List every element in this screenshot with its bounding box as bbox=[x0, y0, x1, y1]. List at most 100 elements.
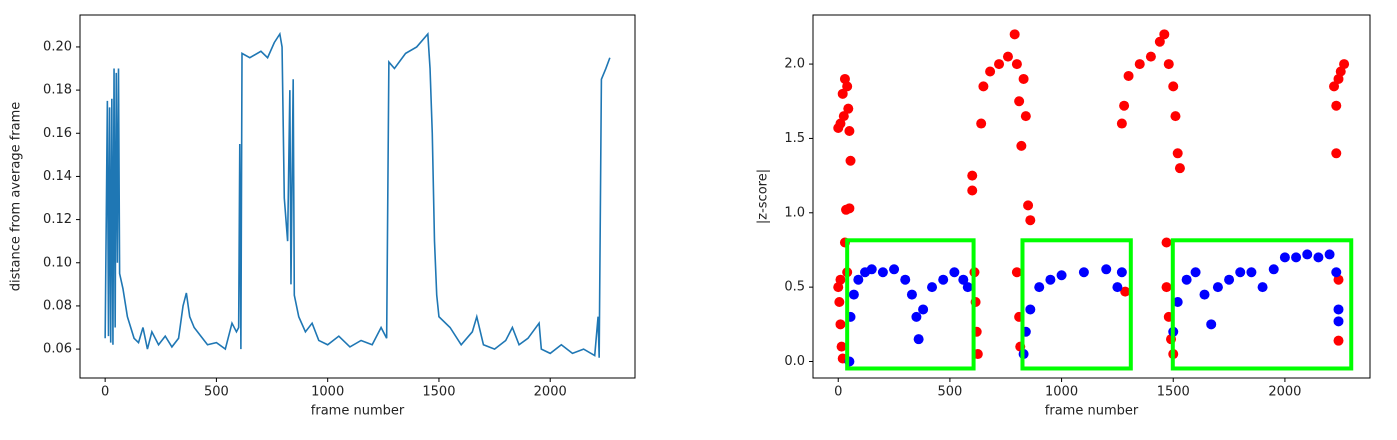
point bbox=[1174, 163, 1185, 174]
point bbox=[1206, 319, 1217, 330]
y-tick-label: 0.16 bbox=[43, 126, 72, 141]
y-tick-label: 0.12 bbox=[43, 212, 72, 227]
y-tick-label: 0.20 bbox=[43, 39, 72, 54]
point bbox=[1279, 252, 1290, 263]
point bbox=[1224, 274, 1235, 285]
point bbox=[1199, 289, 1210, 300]
point bbox=[1159, 29, 1170, 40]
point bbox=[976, 118, 987, 129]
point bbox=[1034, 282, 1045, 293]
point bbox=[1161, 282, 1172, 293]
point bbox=[1302, 249, 1313, 260]
point bbox=[1331, 100, 1342, 111]
line bbox=[104, 31, 611, 358]
point bbox=[962, 282, 973, 293]
axes-frame bbox=[79, 14, 636, 379]
point bbox=[958, 274, 969, 285]
point bbox=[938, 274, 949, 285]
point bbox=[1313, 252, 1324, 263]
point bbox=[1324, 249, 1335, 260]
point bbox=[1168, 81, 1179, 92]
y-tick-label: 1.0 bbox=[784, 205, 805, 220]
y-tick-label: 0.18 bbox=[43, 83, 72, 98]
point bbox=[1119, 100, 1130, 111]
point bbox=[844, 203, 855, 214]
point bbox=[1014, 96, 1025, 107]
point bbox=[1020, 111, 1031, 122]
point bbox=[1134, 59, 1145, 70]
point bbox=[1116, 118, 1127, 129]
point bbox=[913, 334, 924, 345]
point bbox=[843, 103, 854, 114]
x-tick-label: 1500 bbox=[422, 385, 455, 400]
point bbox=[1333, 335, 1344, 346]
highlight-box bbox=[1170, 238, 1354, 371]
point bbox=[1101, 264, 1112, 275]
point bbox=[866, 264, 877, 275]
point bbox=[1154, 36, 1165, 47]
point bbox=[889, 264, 900, 275]
point bbox=[1116, 267, 1127, 278]
point bbox=[1257, 282, 1268, 293]
point bbox=[1011, 59, 1022, 70]
y-tick-label: 1.5 bbox=[784, 131, 805, 146]
highlight-box bbox=[1020, 238, 1133, 371]
point bbox=[918, 304, 929, 315]
y-tick-label: 2.0 bbox=[784, 57, 805, 72]
x-tick-label: 0 bbox=[834, 385, 842, 400]
point bbox=[1268, 264, 1279, 275]
x-axis-label: frame number bbox=[311, 404, 405, 419]
point bbox=[1329, 81, 1340, 92]
point bbox=[906, 289, 917, 300]
point bbox=[848, 289, 859, 300]
point bbox=[1339, 59, 1350, 70]
point bbox=[845, 155, 856, 166]
point bbox=[1246, 267, 1257, 278]
point bbox=[1161, 237, 1172, 248]
point bbox=[1145, 51, 1156, 62]
point bbox=[994, 59, 1005, 70]
x-tick-label: 1000 bbox=[1045, 385, 1078, 400]
point bbox=[834, 297, 845, 308]
point bbox=[842, 81, 853, 92]
point bbox=[1212, 282, 1223, 293]
point bbox=[1333, 316, 1344, 327]
point bbox=[836, 341, 847, 352]
point bbox=[837, 88, 848, 99]
y-tick-label: 0.06 bbox=[43, 342, 72, 357]
point bbox=[835, 274, 846, 285]
point bbox=[1045, 274, 1056, 285]
point bbox=[1172, 297, 1183, 308]
point bbox=[853, 274, 864, 285]
point bbox=[1025, 215, 1036, 226]
point bbox=[1172, 148, 1183, 159]
y-axis-label: |z-score| bbox=[756, 169, 771, 224]
point bbox=[1018, 73, 1029, 84]
y-tick-label: 0.5 bbox=[784, 280, 805, 295]
point bbox=[1009, 29, 1020, 40]
point bbox=[1078, 267, 1089, 278]
point bbox=[1025, 304, 1036, 315]
highlight-box bbox=[845, 238, 976, 371]
point bbox=[1056, 270, 1067, 281]
point bbox=[1235, 267, 1246, 278]
point bbox=[900, 274, 911, 285]
x-tick-label: 0 bbox=[101, 385, 109, 400]
point bbox=[1181, 274, 1192, 285]
point bbox=[1016, 140, 1027, 151]
point bbox=[1123, 70, 1134, 81]
point bbox=[985, 66, 996, 77]
point bbox=[911, 311, 922, 322]
point bbox=[927, 282, 938, 293]
point bbox=[978, 81, 989, 92]
point bbox=[967, 170, 978, 181]
point bbox=[1023, 200, 1034, 211]
y-tick-label: 0.0 bbox=[784, 354, 805, 369]
x-tick-label: 1500 bbox=[1157, 385, 1190, 400]
point bbox=[967, 185, 978, 196]
point bbox=[1331, 267, 1342, 278]
point bbox=[1120, 286, 1131, 297]
point bbox=[1011, 267, 1022, 278]
x-tick-label: 500 bbox=[937, 385, 962, 400]
